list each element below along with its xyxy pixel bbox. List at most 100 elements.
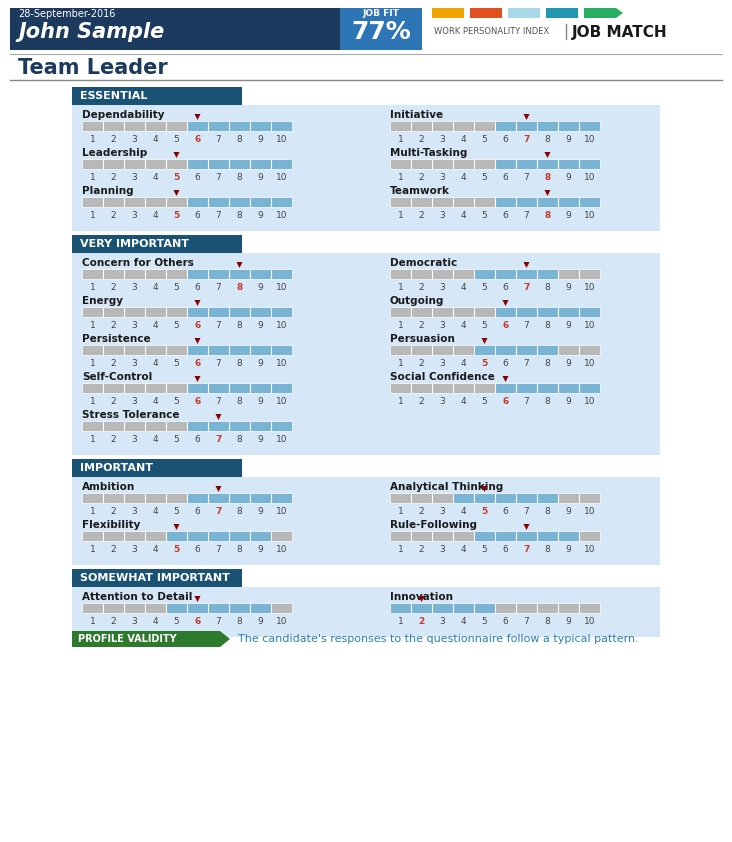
- Bar: [229, 307, 250, 317]
- Bar: [516, 345, 537, 355]
- Text: Social Confidence: Social Confidence: [390, 372, 495, 382]
- Bar: [579, 493, 600, 503]
- Text: 7: 7: [523, 507, 529, 516]
- Bar: [82, 307, 103, 317]
- Bar: [516, 383, 537, 393]
- Bar: [271, 603, 292, 613]
- Bar: [411, 493, 432, 503]
- Polygon shape: [523, 114, 529, 120]
- Bar: [250, 421, 271, 431]
- Text: 7: 7: [215, 435, 222, 444]
- Text: 3: 3: [440, 617, 445, 626]
- Text: Team Leader: Team Leader: [18, 58, 168, 78]
- Text: 2: 2: [419, 617, 425, 626]
- Bar: [474, 307, 495, 317]
- Text: 9: 9: [258, 435, 264, 444]
- Bar: [579, 121, 600, 131]
- Text: Multi-Tasking: Multi-Tasking: [390, 148, 467, 158]
- Bar: [103, 269, 124, 279]
- Bar: [124, 383, 145, 393]
- Bar: [411, 307, 432, 317]
- Bar: [187, 603, 208, 613]
- Bar: [72, 235, 242, 253]
- Bar: [187, 345, 208, 355]
- Bar: [579, 383, 600, 393]
- Text: 5: 5: [173, 397, 179, 406]
- Polygon shape: [236, 262, 242, 268]
- Text: Teamwork: Teamwork: [390, 186, 450, 196]
- Bar: [495, 345, 516, 355]
- Bar: [474, 493, 495, 503]
- Polygon shape: [215, 486, 222, 492]
- Bar: [558, 383, 579, 393]
- Text: SOMEWHAT IMPORTANT: SOMEWHAT IMPORTANT: [80, 573, 230, 583]
- Text: 9: 9: [258, 211, 264, 220]
- Bar: [495, 531, 516, 541]
- Text: 2: 2: [111, 359, 116, 368]
- Bar: [537, 197, 558, 207]
- Text: 1: 1: [397, 135, 403, 144]
- Bar: [453, 603, 474, 613]
- Bar: [103, 197, 124, 207]
- Text: 4: 4: [153, 321, 158, 330]
- Text: 6: 6: [195, 173, 201, 182]
- Text: 4: 4: [460, 173, 466, 182]
- Bar: [72, 105, 660, 231]
- Text: 5: 5: [482, 545, 488, 554]
- Text: 2: 2: [419, 397, 425, 406]
- Bar: [187, 121, 208, 131]
- Bar: [271, 493, 292, 503]
- Bar: [271, 269, 292, 279]
- Text: 7: 7: [523, 545, 530, 554]
- Text: 7: 7: [216, 617, 221, 626]
- Text: 8: 8: [545, 211, 550, 220]
- Bar: [474, 383, 495, 393]
- Text: 6: 6: [195, 545, 201, 554]
- Text: 8: 8: [545, 173, 550, 182]
- Bar: [390, 383, 411, 393]
- Text: 9: 9: [566, 617, 572, 626]
- Text: 9: 9: [258, 321, 264, 330]
- Text: 8: 8: [545, 283, 550, 292]
- Text: 9: 9: [258, 397, 264, 406]
- Polygon shape: [419, 596, 425, 602]
- Bar: [166, 603, 187, 613]
- Text: 3: 3: [132, 211, 138, 220]
- Text: 4: 4: [460, 359, 466, 368]
- Text: 4: 4: [153, 435, 158, 444]
- Bar: [187, 197, 208, 207]
- Text: 10: 10: [276, 321, 287, 330]
- Text: 4: 4: [460, 545, 466, 554]
- Text: 7: 7: [523, 617, 529, 626]
- Bar: [229, 383, 250, 393]
- Bar: [537, 383, 558, 393]
- Text: 6: 6: [195, 435, 201, 444]
- Bar: [208, 493, 229, 503]
- Bar: [411, 531, 432, 541]
- Bar: [124, 121, 145, 131]
- Bar: [208, 197, 229, 207]
- Bar: [72, 569, 242, 587]
- Bar: [145, 345, 166, 355]
- Text: 1: 1: [397, 283, 403, 292]
- Text: 4: 4: [153, 545, 158, 554]
- Text: 1: 1: [89, 397, 95, 406]
- Text: 3: 3: [440, 283, 445, 292]
- Bar: [82, 269, 103, 279]
- Bar: [558, 159, 579, 169]
- Text: Democratic: Democratic: [390, 258, 458, 268]
- Bar: [208, 121, 229, 131]
- Bar: [82, 603, 103, 613]
- Text: Rule-Following: Rule-Following: [390, 520, 477, 530]
- Bar: [411, 269, 432, 279]
- Text: 4: 4: [460, 283, 466, 292]
- Text: 10: 10: [276, 283, 287, 292]
- Text: 9: 9: [566, 397, 572, 406]
- Text: Energy: Energy: [82, 296, 123, 306]
- Polygon shape: [502, 300, 509, 306]
- Text: 10: 10: [276, 359, 287, 368]
- Bar: [229, 159, 250, 169]
- Bar: [495, 603, 516, 613]
- Text: 10: 10: [276, 545, 287, 554]
- Bar: [432, 197, 453, 207]
